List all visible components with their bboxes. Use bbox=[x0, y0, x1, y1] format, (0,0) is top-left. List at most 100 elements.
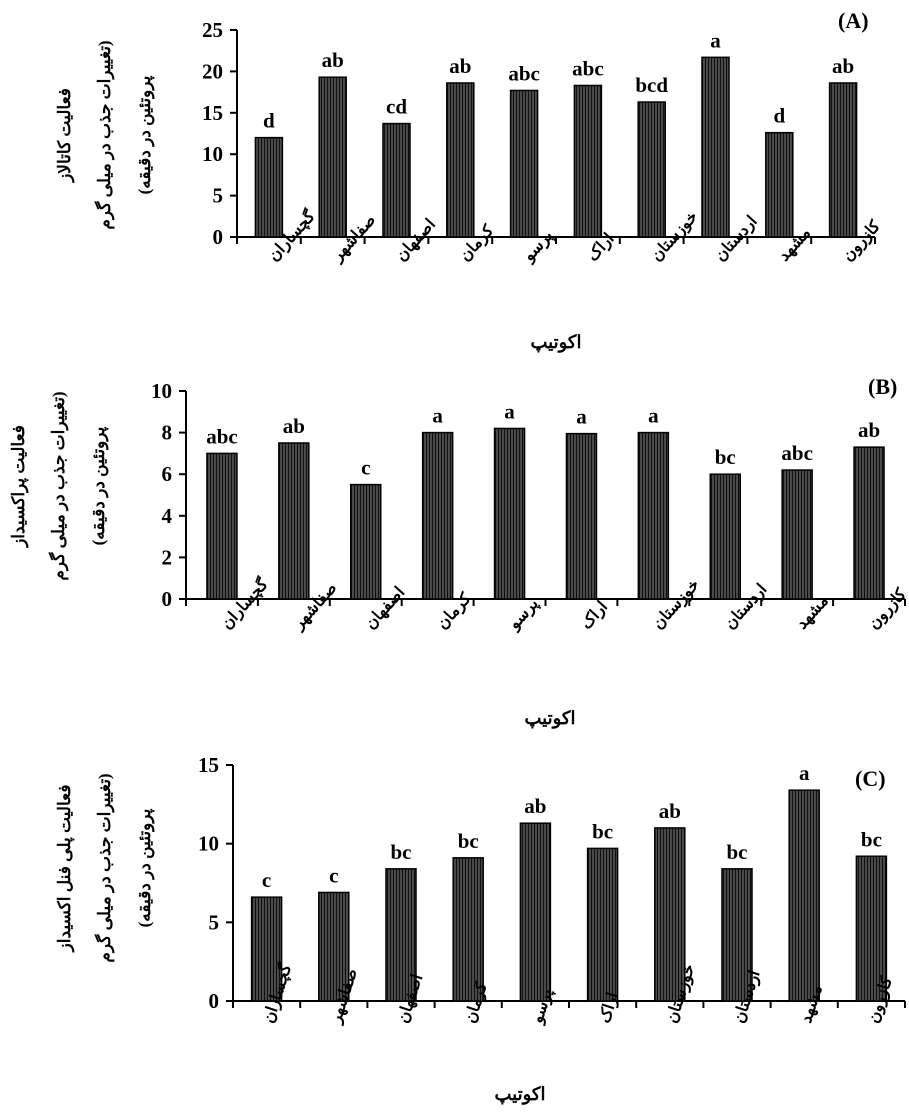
significance-label: a bbox=[576, 405, 587, 429]
significance-label: abc bbox=[508, 61, 540, 85]
y-axis-label-line3: پروتئین در دقیقه) bbox=[89, 426, 109, 545]
bar bbox=[721, 868, 753, 1002]
category-label: اراک bbox=[578, 598, 612, 633]
chart-panel-b: (B) فعالیت پراکسیداز (تغییرات جذب در میل… bbox=[9, 374, 909, 729]
panel-label: (A) bbox=[838, 8, 869, 33]
y-axis-subtitle: پروتئین در دقیقه) bbox=[89, 426, 109, 545]
y-axis-title: فعالیت کاتالاز bbox=[55, 88, 75, 184]
chart-panel-c: (C) فعالیت پلی فنل اکسیداز (تغییرات جذب … bbox=[55, 753, 906, 1105]
y-tick-label: 6 bbox=[162, 462, 173, 486]
y-axis-subtitle: پروتئین در دقیقه) bbox=[135, 75, 155, 194]
y-tick-label: 5 bbox=[213, 184, 224, 208]
significance-label: ab bbox=[322, 48, 344, 72]
bar bbox=[654, 827, 686, 1002]
significance-label: abc bbox=[572, 56, 604, 80]
significance-label: cd bbox=[386, 95, 407, 119]
bar bbox=[350, 483, 382, 600]
significance-label: abc bbox=[206, 424, 238, 448]
significance-label: c bbox=[361, 456, 370, 480]
bar bbox=[828, 82, 858, 238]
significance-label: bc bbox=[458, 829, 479, 853]
x-axis-label: اکوتیپ bbox=[531, 332, 582, 353]
y-axis-label-line2: (تغییرات جذب در میلی گرم bbox=[94, 773, 115, 962]
bar bbox=[701, 56, 730, 238]
bar bbox=[637, 431, 670, 600]
y-tick-label: 0 bbox=[162, 587, 173, 611]
bar bbox=[421, 431, 454, 600]
bar bbox=[781, 469, 813, 600]
y-axis-title: فعالیت پراکسیداز bbox=[9, 425, 29, 549]
panel-label: (B) bbox=[868, 374, 897, 399]
significance-label: bc bbox=[727, 840, 748, 864]
y-tick-label: 10 bbox=[202, 142, 223, 166]
bar bbox=[385, 868, 417, 1002]
y-tick-label: 8 bbox=[162, 421, 173, 445]
bar bbox=[788, 789, 820, 1002]
bar bbox=[855, 855, 888, 1002]
y-axis-label: فعالیت کاتالاز bbox=[55, 88, 75, 184]
bar bbox=[565, 432, 598, 600]
bar bbox=[509, 89, 539, 238]
panel-label: (C) bbox=[855, 766, 886, 791]
significance-label: c bbox=[329, 863, 338, 887]
bar bbox=[206, 452, 238, 600]
bar bbox=[452, 857, 484, 1002]
bar bbox=[250, 896, 283, 1002]
significance-label: bc bbox=[391, 840, 412, 864]
bar bbox=[254, 136, 284, 238]
significance-label: bc bbox=[861, 827, 882, 851]
significance-label: a bbox=[648, 404, 659, 428]
bar bbox=[318, 76, 347, 238]
y-axis-subtitle: پروتئین در دقیقه) bbox=[135, 808, 155, 927]
significance-label: a bbox=[504, 399, 515, 423]
y-axis-subtitle: (تغییرات جذب در میلی گرم bbox=[94, 773, 115, 962]
significance-label: d bbox=[263, 109, 275, 133]
y-axis-subtitle: (تغییرات جذب در میلی گرم bbox=[94, 40, 115, 229]
significance-label: bc bbox=[592, 819, 613, 843]
significance-label: ab bbox=[858, 418, 880, 442]
bar bbox=[446, 82, 475, 238]
significance-label: d bbox=[773, 104, 785, 128]
significance-label: bcd bbox=[635, 73, 668, 97]
significance-label: abc bbox=[781, 441, 813, 465]
bar bbox=[519, 822, 552, 1002]
chart-panel-a: (A) فعالیت کاتالاز (تغییرات جذب در میلی … bbox=[55, 8, 885, 353]
bar bbox=[709, 473, 741, 600]
y-tick-label: 2 bbox=[162, 545, 173, 569]
significance-label: a bbox=[799, 761, 810, 785]
y-tick-label: 5 bbox=[209, 910, 220, 934]
y-tick-label: 20 bbox=[202, 59, 223, 83]
bar bbox=[493, 427, 526, 600]
significance-label: ab bbox=[832, 54, 854, 78]
bar bbox=[318, 891, 350, 1002]
significance-label: ab bbox=[283, 414, 305, 438]
y-tick-label: 0 bbox=[213, 225, 224, 249]
y-tick-label: 0 bbox=[209, 989, 220, 1013]
bar bbox=[765, 131, 794, 238]
y-tick-label: 15 bbox=[198, 753, 219, 777]
bar bbox=[637, 101, 666, 238]
significance-label: ab bbox=[449, 54, 471, 78]
y-axis-label: فعالیت پلی فنل اکسیداز bbox=[55, 785, 75, 954]
y-axis-subtitle: (تغییرات جذب در میلی گرم bbox=[48, 391, 69, 580]
significance-label: a bbox=[432, 404, 443, 428]
y-axis-label: فعالیت پراکسیداز bbox=[9, 425, 29, 549]
bar bbox=[586, 847, 619, 1002]
y-axis-label-line2: (تغییرات جذب در میلی گرم bbox=[94, 40, 115, 229]
y-tick-label: 4 bbox=[162, 504, 173, 528]
bar bbox=[853, 446, 885, 600]
y-axis-label-line3: پروتئین در دقیقه) bbox=[135, 75, 155, 194]
bar bbox=[573, 84, 603, 238]
y-tick-label: 10 bbox=[151, 379, 172, 403]
bar bbox=[278, 442, 310, 600]
significance-label: bc bbox=[715, 445, 736, 469]
y-tick-label: 15 bbox=[202, 101, 223, 125]
significance-label: a bbox=[710, 28, 721, 52]
significance-label: ab bbox=[659, 799, 681, 823]
y-axis-title: فعالیت پلی فنل اکسیداز bbox=[55, 785, 75, 954]
y-axis-label-line3: پروتئین در دقیقه) bbox=[135, 808, 155, 927]
y-tick-label: 25 bbox=[202, 18, 223, 42]
significance-label: c bbox=[262, 868, 271, 892]
bar bbox=[382, 122, 411, 238]
